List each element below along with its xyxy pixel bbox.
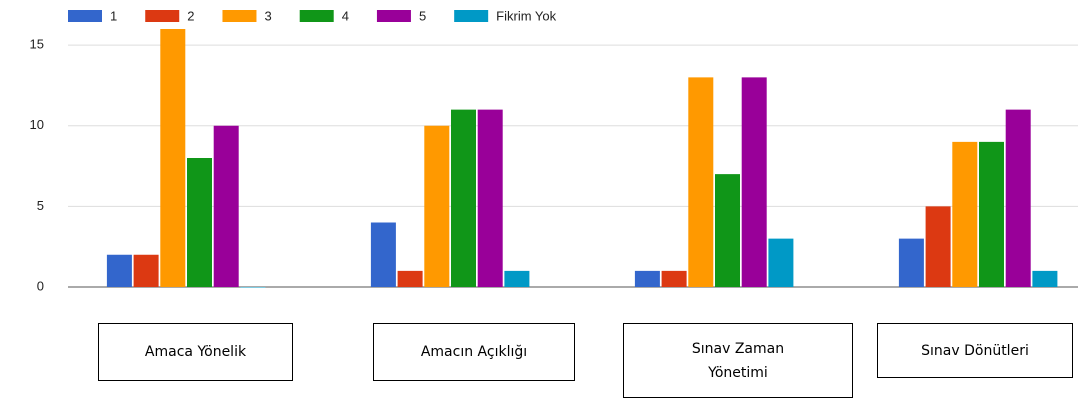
- bar: [451, 109, 476, 287]
- y-tick-label: 15: [30, 37, 44, 52]
- bar: [661, 270, 687, 287]
- bar: [477, 109, 503, 287]
- bar: [213, 125, 239, 287]
- bar: [741, 77, 767, 287]
- y-tick-label: 5: [37, 198, 44, 213]
- bar: [370, 222, 396, 287]
- bar: [925, 206, 951, 287]
- legend-label: 1: [110, 8, 117, 23]
- bar: [160, 29, 186, 287]
- legend-swatch: [376, 10, 411, 22]
- bar: [1032, 270, 1058, 287]
- legend-swatch: [222, 10, 257, 22]
- category-label: Amacın Açıklığı: [373, 323, 575, 381]
- category-label: Sınav Dönütleri: [877, 323, 1073, 378]
- bar: [187, 158, 212, 287]
- legend-label: 4: [342, 8, 349, 23]
- bar: [1005, 109, 1031, 287]
- y-tick-label: 0: [37, 278, 44, 293]
- bar: [898, 238, 924, 287]
- bar: [715, 174, 740, 287]
- y-tick-label: 10: [30, 117, 44, 132]
- bar: [133, 254, 159, 287]
- legend-label: 2: [187, 8, 194, 23]
- bar: [952, 141, 978, 287]
- legend-swatch: [68, 10, 102, 22]
- bar: [634, 270, 660, 287]
- category-label: Sınav Zaman Yönetimi: [623, 323, 853, 398]
- category-label: Amaca Yönelik: [98, 323, 293, 381]
- bar: [106, 254, 132, 287]
- legend-swatch: [145, 10, 180, 22]
- legend-label: 3: [264, 8, 271, 23]
- bar: [504, 270, 530, 287]
- bar: [979, 141, 1004, 287]
- legend-label: Fikrim Yok: [496, 8, 556, 23]
- legend-swatch: [299, 10, 334, 22]
- bar: [768, 238, 794, 287]
- bar: [240, 287, 266, 288]
- bar: [424, 125, 450, 287]
- bar: [397, 270, 423, 287]
- legend-label: 5: [419, 8, 426, 23]
- bar: [688, 77, 714, 287]
- legend-swatch: [454, 10, 489, 22]
